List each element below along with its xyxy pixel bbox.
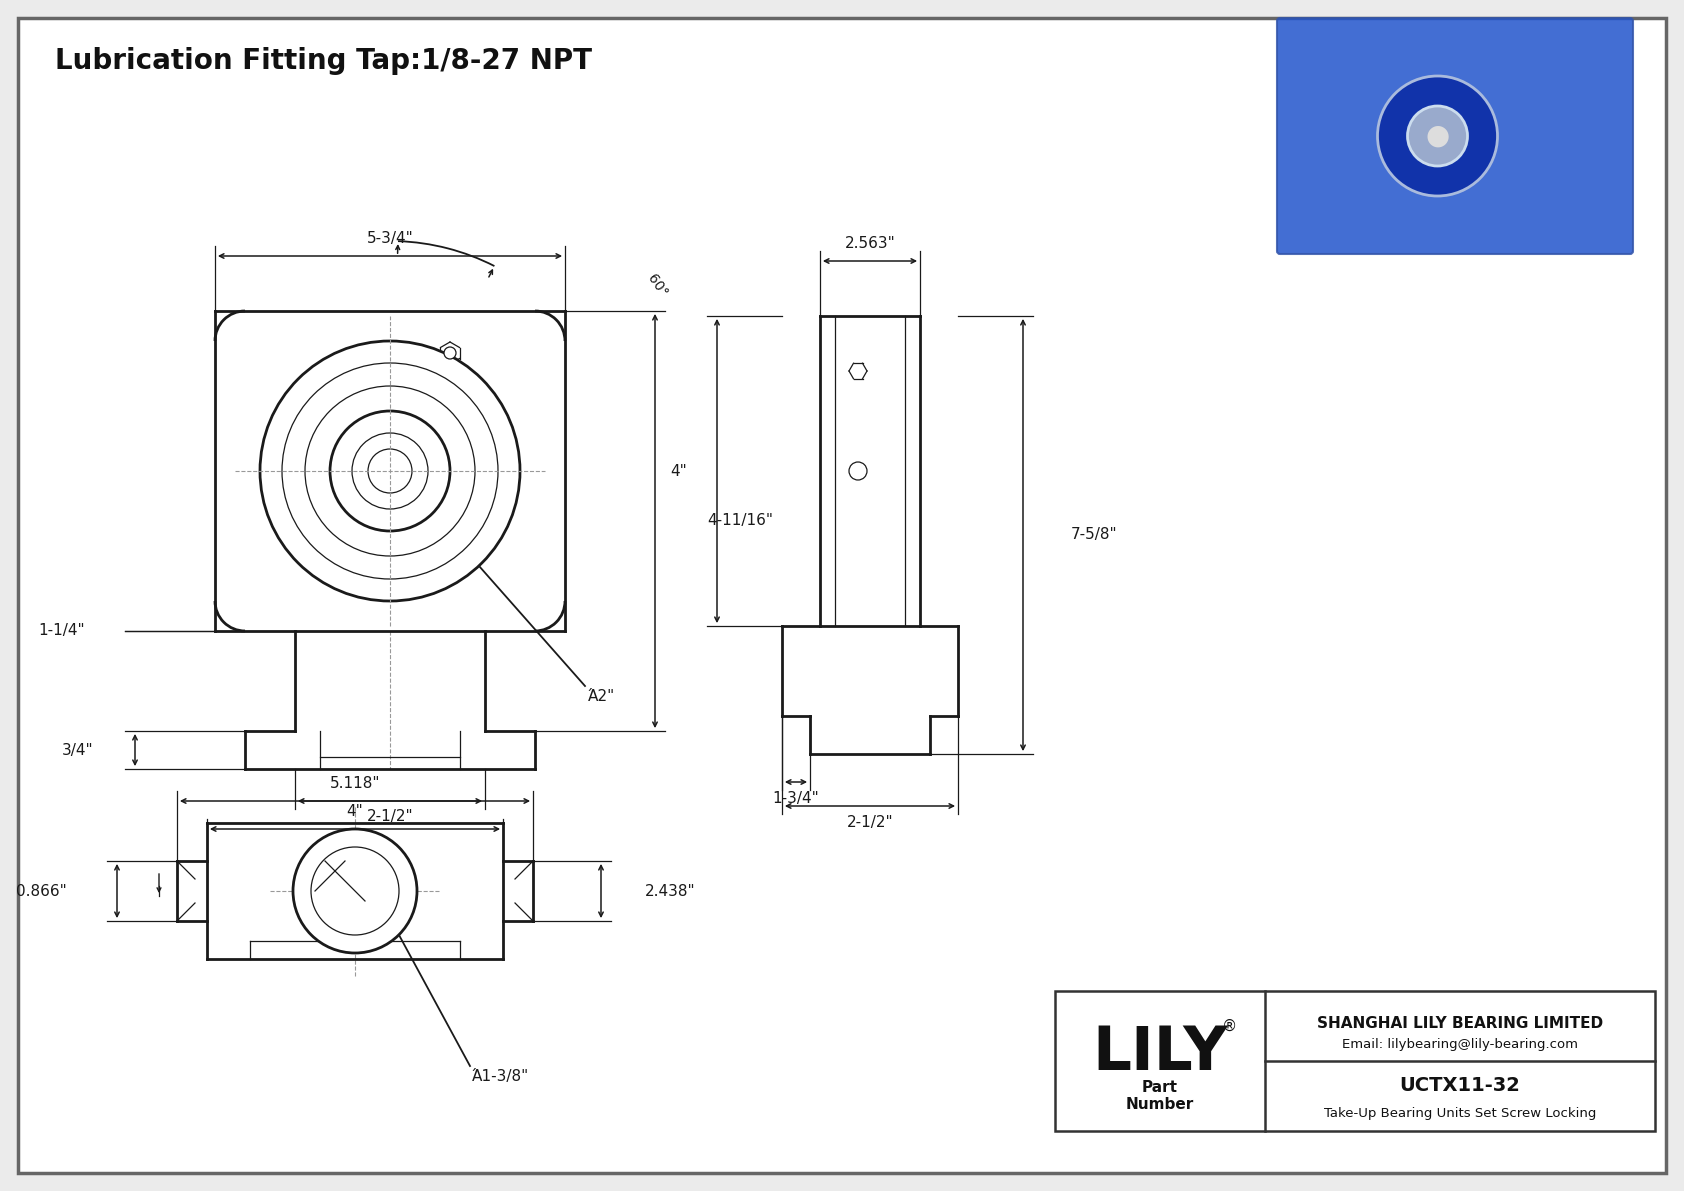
Text: 2.563": 2.563": [845, 237, 896, 251]
Text: LILY: LILY: [1093, 1024, 1228, 1084]
Text: 2-1/2": 2-1/2": [367, 810, 413, 824]
Text: Ά2": Ά2": [588, 690, 615, 704]
Text: 5.118": 5.118": [330, 777, 381, 792]
Text: 1-1/4": 1-1/4": [39, 624, 84, 638]
Text: Lubrication Fitting Tap:1/8-27 NPT: Lubrication Fitting Tap:1/8-27 NPT: [56, 46, 593, 75]
Circle shape: [259, 341, 520, 601]
Circle shape: [352, 434, 428, 509]
Text: 0.866": 0.866": [17, 884, 67, 898]
Circle shape: [1378, 76, 1497, 197]
Text: 7-5/8": 7-5/8": [1071, 528, 1118, 542]
Text: 4-11/16": 4-11/16": [707, 513, 773, 529]
Circle shape: [312, 847, 399, 935]
Text: 2.438": 2.438": [645, 884, 695, 898]
Circle shape: [849, 462, 867, 480]
Text: Take-Up Bearing Units Set Screw Locking: Take-Up Bearing Units Set Screw Locking: [1324, 1106, 1596, 1120]
Circle shape: [445, 347, 456, 358]
Text: Ά1-3/8": Ά1-3/8": [472, 1070, 529, 1084]
Text: 5-3/4": 5-3/4": [367, 231, 413, 247]
Text: Email: lilybearing@lily-bearing.com: Email: lilybearing@lily-bearing.com: [1342, 1037, 1578, 1050]
Bar: [1054, 991, 1655, 1131]
Text: 60°: 60°: [645, 272, 670, 300]
Circle shape: [281, 363, 498, 579]
Circle shape: [369, 449, 413, 493]
Text: UCTX11-32: UCTX11-32: [1399, 1075, 1521, 1095]
Text: ●: ●: [1425, 121, 1450, 150]
FancyBboxPatch shape: [1276, 18, 1633, 254]
Circle shape: [1408, 106, 1467, 166]
Circle shape: [293, 829, 418, 953]
Text: 2-1/2": 2-1/2": [847, 815, 893, 829]
Text: 1-3/4": 1-3/4": [773, 791, 820, 805]
Text: 4": 4": [670, 463, 687, 479]
Text: 4": 4": [347, 804, 364, 819]
Text: SHANGHAI LILY BEARING LIMITED: SHANGHAI LILY BEARING LIMITED: [1317, 1016, 1603, 1030]
Circle shape: [330, 411, 450, 531]
Text: 3/4": 3/4": [61, 742, 93, 757]
Circle shape: [305, 386, 475, 556]
Text: ®: ®: [1223, 1018, 1238, 1034]
Text: Part
Number: Part Number: [1127, 1080, 1194, 1112]
